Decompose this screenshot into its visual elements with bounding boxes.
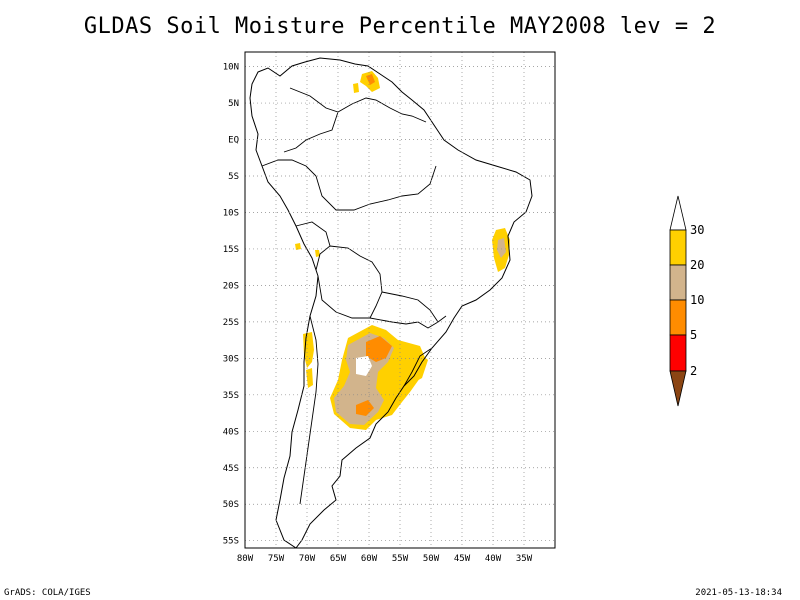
- color-legend: 30 20 10 5 2: [669, 195, 704, 407]
- lat-tick-label: 20S: [223, 281, 239, 291]
- legend-20-30: [669, 229, 687, 266]
- shade-argentina-orange: [366, 336, 392, 362]
- footer-credit: GrADS: COLA/IGES: [4, 588, 91, 598]
- plot-frame: [244, 51, 556, 549]
- shade-argentina-orange2: [356, 400, 374, 416]
- map-title: GLDAS Soil Moisture Percentile MAY2008 l…: [83, 14, 717, 39]
- lon-tick-label: 60W: [361, 554, 378, 564]
- legend-label-30: 30: [690, 223, 704, 237]
- lat-tick-label: EQ: [228, 136, 239, 146]
- lat-tick-label: 50S: [223, 500, 239, 510]
- lat-tick-label: 5S: [228, 172, 239, 182]
- footer-timestamp: 2021-05-13-18:34: [695, 588, 782, 598]
- lat-tick-label: 10S: [223, 208, 239, 218]
- legend-10-20: [669, 264, 687, 301]
- legend-label-20: 20: [690, 258, 704, 272]
- lat-tick-label: 10N: [223, 63, 239, 73]
- legend-5-10: [669, 299, 687, 336]
- shade-bahia-tan: [497, 238, 506, 258]
- legend-below-2: [669, 370, 687, 407]
- lon-tick-label: 65W: [330, 554, 347, 564]
- shade-argentina-white: [356, 356, 372, 376]
- lon-tick-labels: 80W 75W 70W 65W 60W 55W 50W 45W 40W 35W: [237, 554, 533, 564]
- lat-tick-label: 15S: [223, 245, 239, 255]
- lon-tick-label: 35W: [516, 554, 533, 564]
- country-borders: [261, 87, 447, 505]
- lon-tick-label: 70W: [299, 554, 316, 564]
- legend-above-30: [669, 195, 687, 231]
- lon-tick-label: 80W: [237, 554, 254, 564]
- lat-tick-label: 25S: [223, 318, 239, 328]
- shading-layer: [295, 71, 510, 430]
- shade-venezuela-orange: [366, 74, 375, 85]
- lat-tick-label: 45S: [223, 464, 239, 474]
- lon-tick-label: 75W: [268, 554, 285, 564]
- shade-venezuela-yellow2: [353, 83, 359, 93]
- legend-2-5: [669, 334, 687, 372]
- lat-lon-grid: [244, 52, 555, 548]
- lat-tick-label: 5N: [228, 99, 239, 109]
- shade-chile-yellow2: [306, 368, 313, 388]
- lon-tick-label: 55W: [392, 554, 409, 564]
- legend-label-5: 5: [690, 328, 697, 342]
- lat-tick-label: 55S: [223, 537, 239, 547]
- lon-tick-label: 45W: [454, 554, 471, 564]
- lat-tick-label: 40S: [223, 427, 239, 437]
- coastline-layer: [249, 57, 533, 548]
- legend-label-2: 2: [690, 364, 697, 378]
- lon-tick-label: 50W: [423, 554, 440, 564]
- south-america-coastline: [249, 57, 533, 548]
- lat-tick-labels: 10N 5N EQ 5S 10S 15S 20S 25S 30S 35S 40S 45S 50S 55S: [223, 63, 239, 547]
- shade-peru-yellow2: [315, 250, 320, 257]
- lat-tick-label: 35S: [223, 391, 239, 401]
- legend-label-10: 10: [690, 293, 704, 307]
- shade-peru-yellow: [295, 243, 301, 250]
- lat-tick-label: 30S: [223, 354, 239, 364]
- lon-tick-label: 40W: [485, 554, 502, 564]
